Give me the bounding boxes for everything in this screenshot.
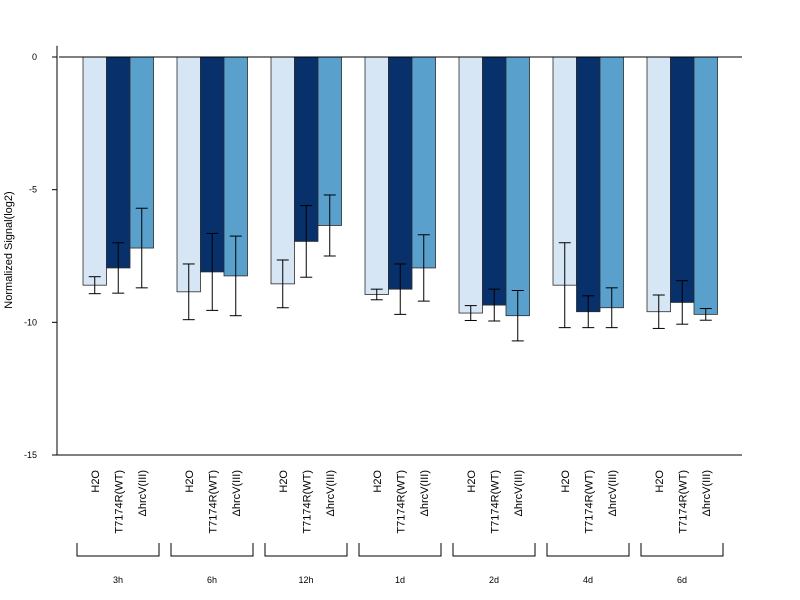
bar [458, 56, 483, 314]
bar [82, 56, 107, 286]
x-tick-label: H2O [90, 470, 102, 493]
x-tick-label: H2O [278, 470, 290, 493]
group-label: 6d [677, 575, 687, 585]
x-tick-label: T7174R(WT) [395, 470, 407, 534]
bar [576, 56, 601, 313]
bar [670, 56, 695, 303]
y-axis-label: Normalized Signal(log2) [3, 191, 15, 308]
x-tick-label: ΔhrcV(III) [325, 470, 337, 516]
bar [646, 56, 671, 313]
group-label: 1d [395, 575, 405, 585]
bar [693, 56, 718, 315]
group-label: 6h [207, 575, 217, 585]
x-tick-label: T7174R(WT) [489, 470, 501, 534]
bar [482, 56, 507, 306]
x-tick-label: ΔhrcV(III) [607, 470, 619, 516]
x-tick-label: T7174R(WT) [301, 470, 313, 534]
x-tick-label: T7174R(WT) [677, 470, 689, 534]
bar [270, 56, 295, 285]
x-tick-label: ΔhrcV(III) [701, 470, 713, 516]
bar [599, 56, 624, 309]
x-tick-label: T7174R(WT) [113, 470, 125, 534]
group-bracket [546, 543, 630, 557]
x-tick-label: H2O [372, 470, 384, 493]
group-bracket [358, 543, 442, 557]
x-tick-label: H2O [654, 470, 666, 493]
group-label: 12h [298, 575, 313, 585]
group-bracket [452, 543, 536, 557]
x-tick-label: H2O [466, 470, 478, 493]
group-label: 3h [113, 575, 123, 585]
group-label: 4d [583, 575, 593, 585]
group-bracket [640, 543, 724, 557]
bar [505, 56, 530, 317]
y-tick-label: -10 [24, 317, 37, 327]
y-axis: 0 -5 -10 -15 [24, 45, 58, 460]
x-tick-label: ΔhrcV(III) [137, 470, 149, 516]
bar [388, 56, 413, 290]
x-tick-label: ΔhrcV(III) [419, 470, 431, 516]
x-tick-label: ΔhrcV(III) [231, 470, 243, 516]
group-bracket [264, 543, 348, 557]
x-tick-label: ΔhrcV(III) [513, 470, 525, 516]
group-brackets: 3h 6h 12h 1d 2d 4d 6d [76, 543, 724, 585]
x-tick-label: T7174R(WT) [207, 470, 219, 534]
bar [106, 56, 131, 269]
bars [82, 56, 718, 342]
bar [176, 56, 201, 293]
group-bracket [76, 543, 160, 557]
x-tick-labels: H2O T7174R(WT) ΔhrcV(III) H2O T7174R(WT) Δhrc… [90, 470, 713, 534]
y-tick-label: 0 [32, 52, 37, 62]
group-label: 2d [489, 575, 499, 585]
bar [364, 56, 389, 295]
y-tick-label: -5 [29, 185, 37, 195]
y-tick-label: -15 [24, 450, 37, 460]
x-tick-label: H2O [184, 470, 196, 493]
x-tick-label: H2O [560, 470, 572, 493]
group-bracket [170, 543, 254, 557]
x-tick-label: T7174R(WT) [583, 470, 595, 534]
